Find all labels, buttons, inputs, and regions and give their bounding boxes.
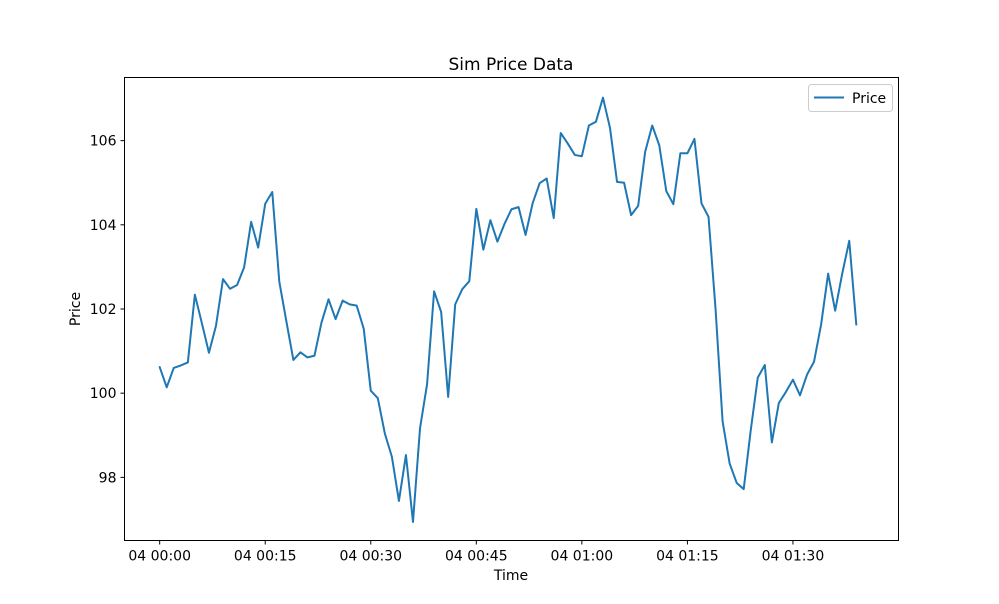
legend-label-price: Price — [852, 91, 886, 107]
series-layer — [158, 96, 858, 523]
x-tick-label: 04 00:15 — [234, 549, 297, 565]
y-tick-label: 106 — [90, 134, 117, 150]
x-tick-label: 04 01:15 — [656, 549, 719, 565]
x-axis-ticks: 04 00:00 04 00:15 04 00:30 04 00:45 04 01:00… — [128, 540, 825, 565]
x-tick-label: 04 01:00 — [551, 549, 614, 565]
y-tick-label: 102 — [90, 302, 117, 318]
x-tick-label: 04 00:00 — [128, 549, 191, 565]
x-tick-label: 04 00:30 — [339, 549, 402, 565]
legend-box — [808, 84, 893, 112]
y-tick-label: 98 — [99, 470, 117, 486]
y-tick-label: 104 — [90, 218, 117, 234]
legend: Price — [808, 84, 893, 112]
y-axis-label: Price — [68, 292, 84, 326]
chart-title: Sim Price Data — [449, 55, 574, 75]
x-tick-label: 04 00:45 — [445, 549, 508, 565]
y-axis-ticks: 98 100 102 104 106 — [90, 134, 125, 486]
x-tick-label: 04 01:30 — [762, 549, 825, 565]
series-line-price — [158, 96, 858, 523]
y-tick-label: 100 — [90, 386, 117, 402]
plot-area: 04 00:00 04 00:15 04 00:30 04 00:45 04 01:00… — [90, 77, 899, 565]
x-axis-label: Time — [493, 568, 528, 584]
